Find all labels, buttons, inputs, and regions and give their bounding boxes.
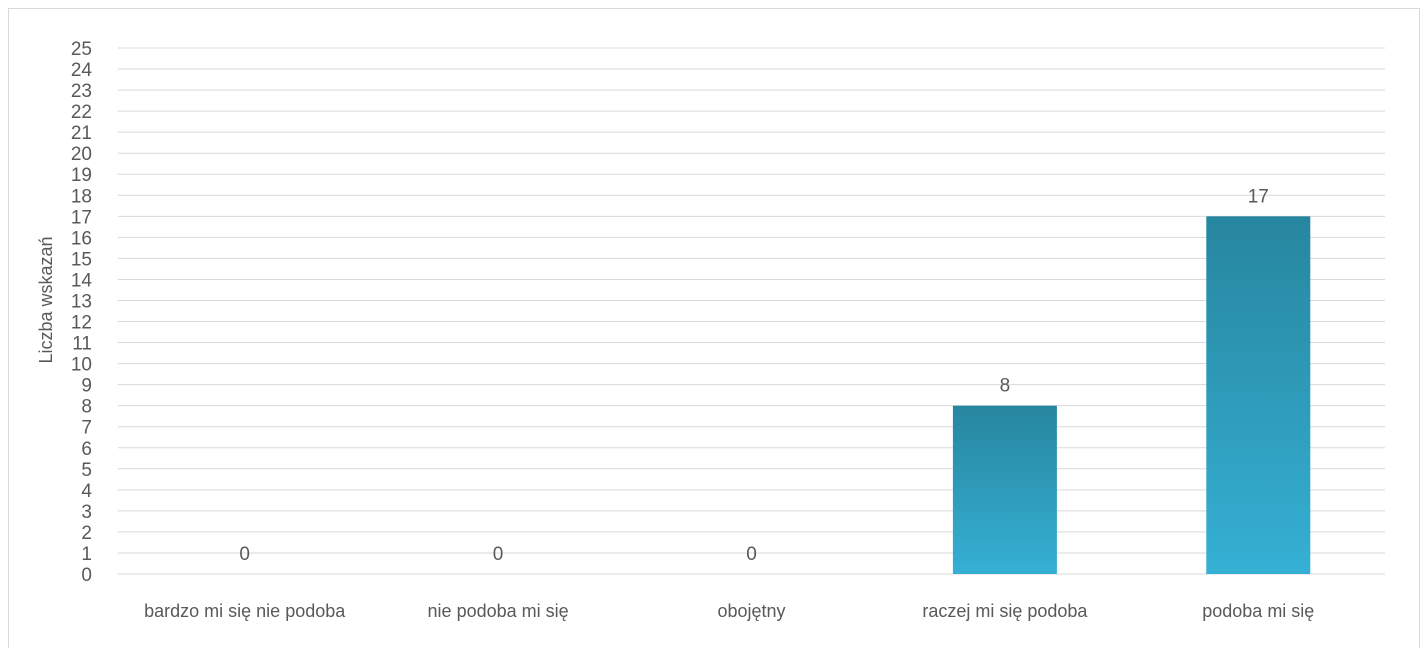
data-labels: 0 0 0 8 17 (239, 186, 1268, 565)
y-tick-label: 19 (71, 165, 92, 186)
bars (952, 216, 1311, 574)
y-axis-label: Liczba wskazań (36, 236, 56, 363)
data-label: 17 (1248, 186, 1269, 207)
y-tick-label: 23 (71, 81, 92, 102)
y-tick-label: 0 (81, 565, 92, 586)
x-category-label: nie podoba mi się (428, 601, 569, 621)
y-tick-label: 20 (71, 144, 92, 165)
data-label: 0 (239, 544, 250, 565)
x-category-label: podoba mi się (1202, 601, 1314, 621)
y-tick-label: 25 (71, 39, 92, 60)
y-tick-label: 16 (71, 228, 92, 249)
bar (952, 405, 1057, 574)
y-tick-label: 15 (71, 249, 92, 270)
data-label: 0 (746, 544, 757, 565)
y-tick-label: 24 (71, 60, 93, 81)
y-tick-label: 12 (71, 313, 92, 334)
y-tick-label: 2 (81, 523, 92, 544)
y-tick-label: 7 (81, 418, 92, 439)
x-category-label: bardzo mi się nie podoba (144, 601, 346, 621)
y-tick-label: 1 (81, 544, 92, 565)
y-tick-label: 6 (81, 439, 92, 460)
data-label: 8 (1000, 376, 1011, 397)
gridlines (118, 47, 1385, 575)
y-tick-label: 9 (81, 376, 92, 397)
y-tick-label: 17 (71, 207, 92, 228)
x-category-label: raczej mi się podoba (922, 601, 1088, 621)
y-tick-label: 5 (81, 460, 92, 481)
y-tick-label: 10 (71, 355, 92, 376)
y-tick-label: 8 (81, 397, 92, 418)
x-category-label: obojętny (717, 601, 785, 621)
y-tick-label: 22 (71, 102, 92, 123)
y-tick-label: 4 (81, 481, 92, 502)
bar (1206, 216, 1311, 574)
y-axis-ticks: 0123456789101112131415161718192021222324… (71, 39, 93, 586)
data-label: 0 (493, 544, 504, 565)
y-tick-label: 18 (71, 186, 92, 207)
y-tick-label: 3 (81, 502, 92, 523)
y-tick-label: 21 (71, 123, 92, 144)
y-tick-label: 14 (71, 270, 93, 291)
y-tick-label: 11 (72, 334, 92, 355)
chart-frame (8, 8, 1420, 648)
y-tick-label: 13 (71, 291, 92, 312)
x-axis-categories: bardzo mi się nie podoba nie podoba mi si… (144, 601, 1314, 621)
